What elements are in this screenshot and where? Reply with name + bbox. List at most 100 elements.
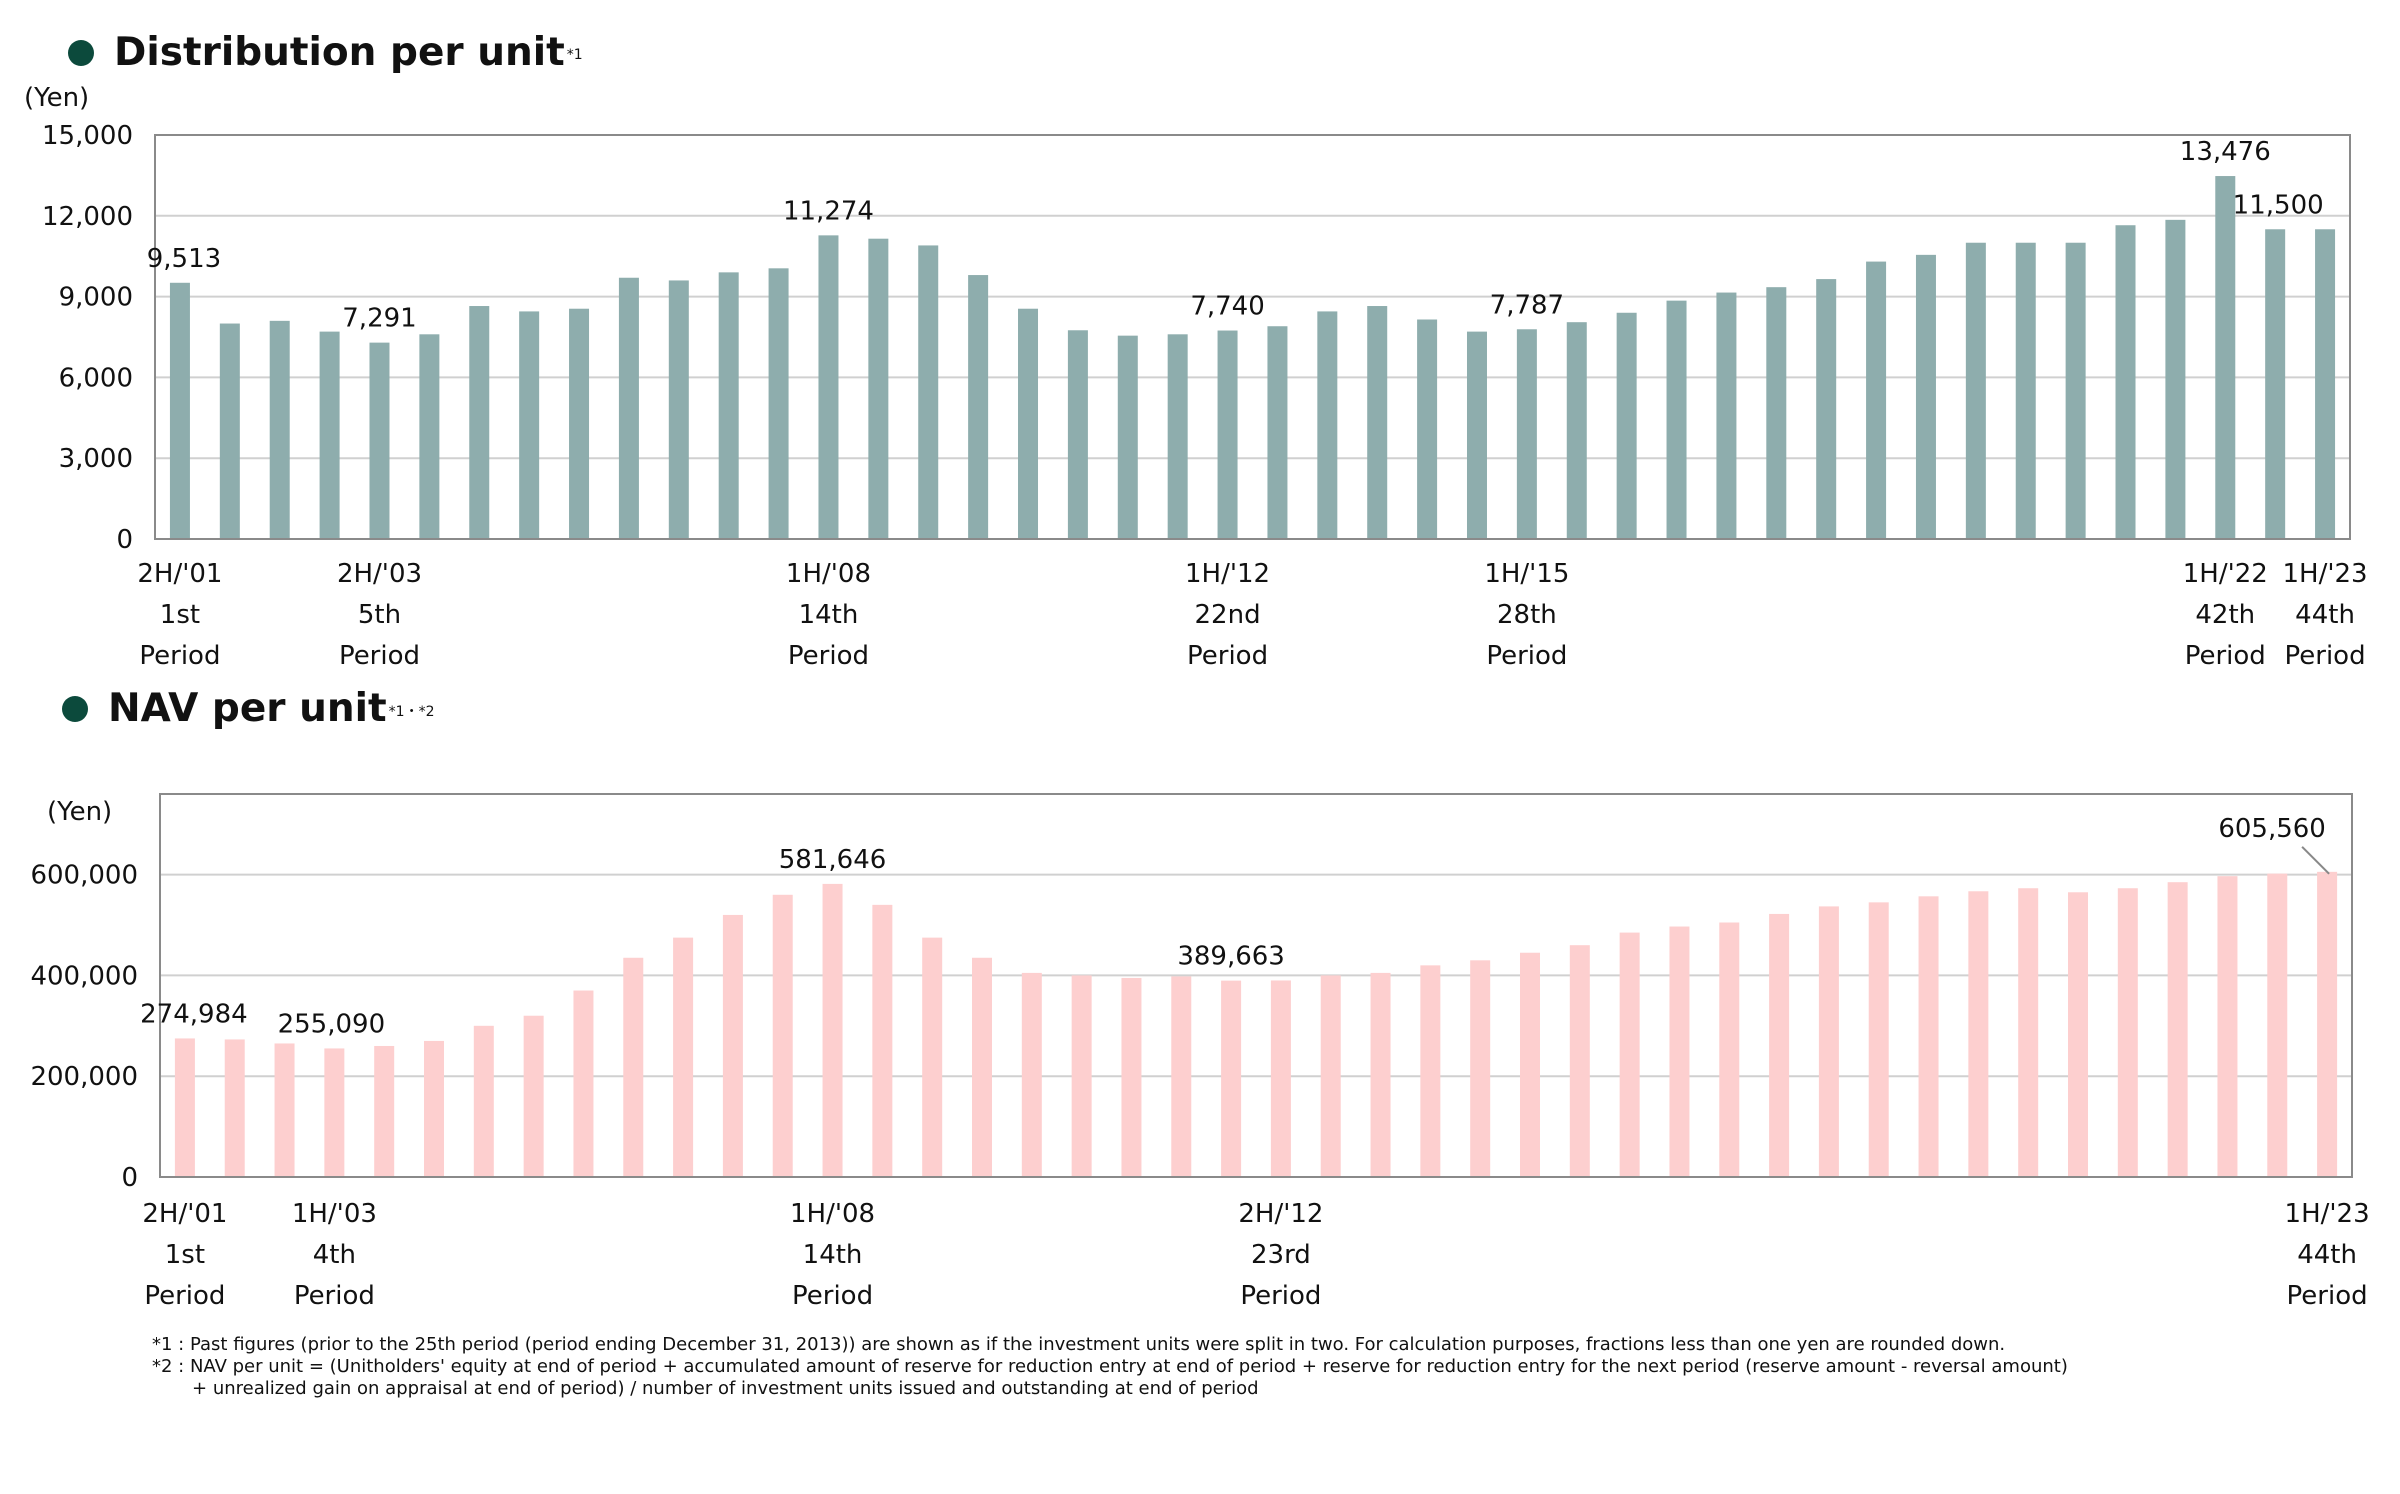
category-label: Period (2287, 1281, 2368, 1311)
bar (224, 1039, 245, 1177)
y-tick-label: 9,000 (59, 283, 133, 313)
y-tick-label: 6,000 (59, 363, 133, 393)
bar (618, 277, 639, 539)
bar (374, 1045, 395, 1177)
bar (319, 331, 340, 539)
bar (1270, 980, 1291, 1177)
bar (1868, 902, 1889, 1177)
bar (169, 282, 190, 539)
value-label: 274,984 (140, 999, 248, 1029)
bar (1018, 308, 1039, 539)
bar (2117, 888, 2138, 1177)
bar (1217, 330, 1238, 539)
category-label: 1H/'08 (786, 559, 871, 589)
category-label: 1st (160, 600, 200, 630)
bar (269, 320, 290, 539)
bar (1317, 311, 1338, 539)
category-label: Period (788, 641, 869, 671)
bar (1021, 972, 1042, 1177)
bar (219, 323, 240, 539)
category-label: Period (1486, 641, 1567, 671)
bar (868, 238, 889, 539)
bar (2315, 229, 2336, 539)
category-label: 2H/'01 (137, 559, 222, 589)
bar (968, 275, 989, 539)
bar (1117, 335, 1138, 539)
bar (2065, 242, 2086, 539)
y-tick-label: 400,000 (30, 961, 138, 991)
bar (972, 957, 992, 1177)
bar (1965, 242, 1986, 539)
bar (1818, 906, 1839, 1177)
bar (2115, 225, 2136, 539)
bar (1866, 261, 1887, 539)
bar (1516, 329, 1537, 539)
bar (573, 990, 594, 1177)
bar (872, 904, 893, 1177)
category-label: 1H/'03 (292, 1199, 377, 1229)
category-label: 2H/'03 (337, 559, 422, 589)
value-label: 11,274 (783, 196, 874, 226)
bar (1370, 972, 1391, 1177)
bar (1417, 319, 1438, 539)
distribution-title-note: *1 (566, 46, 583, 63)
bar (1267, 326, 1288, 539)
distribution-chart: 0 3,000 6,000 9,000 12,000 15,000 (Yen) 9,513 7,… (24, 83, 2368, 671)
bar (1171, 976, 1192, 1177)
category-label: Period (294, 1281, 375, 1311)
bar (1669, 926, 1690, 1177)
plot-frame (154, 134, 2351, 540)
category-label: Period (1187, 641, 1268, 671)
nav-title-text: NAV per unit (108, 686, 387, 731)
category-label: 1H/'15 (1484, 559, 1569, 589)
value-label: 9,513 (147, 244, 221, 274)
bar (1367, 306, 1388, 539)
bullet-dot-icon (68, 39, 94, 66)
bar (2217, 876, 2238, 1177)
footnote-3: + unrealized gain on appraisal at end of… (152, 1378, 1259, 1399)
bar (369, 342, 390, 539)
category-label: 1H/'12 (1185, 559, 1270, 589)
bar (1816, 279, 1837, 539)
y-tick-label: 200,000 (30, 1062, 138, 1092)
bar (1420, 965, 1441, 1177)
category-label: 2H/'01 (142, 1199, 227, 1229)
nav-title-note: *1・*2 (388, 703, 435, 720)
category-label: 4th (313, 1240, 356, 1270)
bar (1915, 254, 1936, 539)
bar (822, 883, 843, 1177)
category-label: 1H/'22 (2183, 559, 2268, 589)
bar (1616, 312, 1637, 539)
category-label: Period (1240, 1281, 1321, 1311)
bar (1121, 977, 1142, 1177)
bar (2317, 871, 2338, 1177)
bar (2265, 229, 2286, 539)
bar (1968, 891, 1989, 1177)
value-label: 13,476 (2180, 137, 2271, 167)
footnote-2: *2 : NAV per unit = (Unitholders' equity… (152, 1356, 2068, 1377)
bar (1918, 896, 1939, 1177)
nav-chart: 0 200,000 400,000 600,000 (Yen) 274,984 255,09… (30, 793, 2370, 1311)
bar (1167, 334, 1188, 539)
bar (673, 937, 694, 1177)
y-axis-label: (Yen) (24, 83, 89, 113)
value-label: 7,291 (342, 304, 416, 334)
bar (668, 280, 689, 539)
y-tick-label: 0 (116, 525, 133, 555)
bar (2267, 873, 2288, 1177)
value-label: 255,090 (278, 1009, 386, 1039)
bar (419, 334, 440, 539)
bar (1766, 287, 1787, 539)
bar (1466, 331, 1487, 539)
bar (523, 1015, 544, 1177)
bar (1619, 932, 1640, 1177)
bar (424, 1040, 444, 1177)
bar (1719, 922, 1740, 1177)
category-label: 28th (1497, 600, 1557, 630)
bar (324, 1048, 345, 1177)
bar (473, 1025, 494, 1177)
bar (623, 957, 644, 1177)
bar (1520, 952, 1540, 1177)
bar (1221, 980, 1242, 1177)
bar (722, 914, 743, 1177)
